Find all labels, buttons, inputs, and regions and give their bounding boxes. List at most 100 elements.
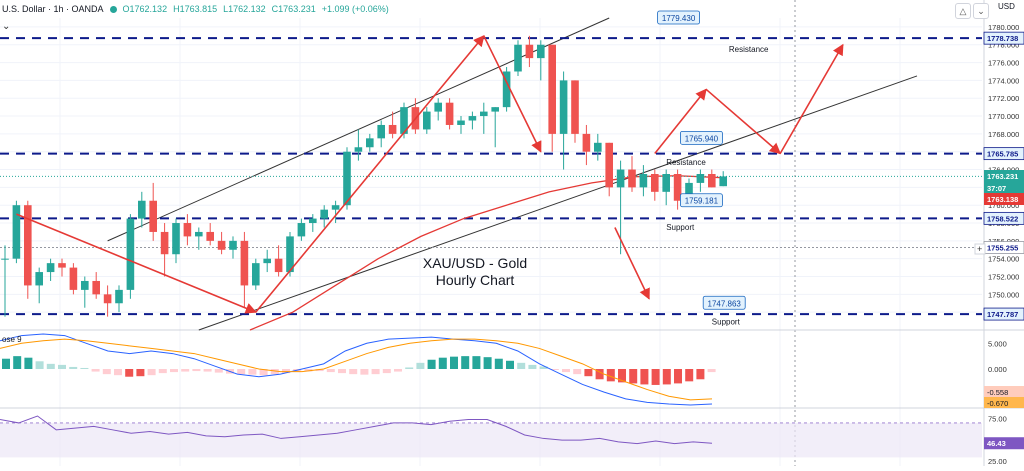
- candle-body: [58, 263, 66, 268]
- candle-body: [388, 124, 397, 134]
- candle-body: [240, 240, 249, 286]
- macd-histogram-bar: [203, 369, 212, 372]
- macd-histogram-bar: [360, 369, 369, 375]
- trend-arrow: [705, 88, 782, 155]
- price-callout-label: 1765.940: [685, 134, 719, 143]
- ohlc-high: H1763.815: [173, 4, 218, 14]
- candle-body: [263, 258, 271, 264]
- candle-body: [548, 44, 556, 134]
- macd-histogram-bar: [629, 369, 638, 384]
- candle-body: [24, 205, 32, 286]
- macd-pane-label: ose 9: [2, 335, 22, 344]
- price-tag-label: 1763.138: [987, 195, 1018, 204]
- candle-body: [445, 102, 454, 125]
- macd-line: [0, 338, 713, 401]
- macd-histogram-bar: [539, 366, 548, 369]
- macd-histogram-bar: [618, 369, 626, 383]
- alert-bell-icon[interactable]: △: [955, 3, 971, 19]
- macd-histogram-bar: [46, 363, 55, 369]
- rsi-line: [0, 415, 713, 445]
- candle-body: [639, 174, 648, 188]
- price-callout-box: [702, 295, 746, 310]
- macd-histogram-bar: [69, 366, 78, 369]
- candle-body: [297, 223, 306, 237]
- macd-histogram-bar: [595, 369, 604, 380]
- candle-body: [651, 174, 659, 192]
- macd-histogram-bar: [136, 369, 145, 377]
- y-tick-label: 1772.000: [988, 94, 1019, 103]
- macd-histogram-bar: [584, 369, 593, 377]
- candle-body: [92, 280, 100, 295]
- y-tick-label: 1776.000: [988, 59, 1019, 68]
- y-tick-label: 75.00: [988, 415, 1007, 424]
- macd-histogram-bar: [304, 369, 313, 372]
- macd-histogram-bar: [483, 357, 492, 369]
- macd-histogram-bar: [707, 369, 716, 373]
- level-price-tag-label: 1758.522: [987, 214, 1018, 223]
- macd-histogram-bar: [35, 361, 44, 369]
- level-price-tag-label: 1778.738: [987, 34, 1018, 43]
- candle-body: [195, 231, 203, 237]
- candle-body: [400, 107, 408, 134]
- level-price-tag: [983, 31, 1024, 45]
- macd-histogram-bar: [696, 369, 705, 380]
- candle-body: [217, 240, 226, 250]
- price-callout-label: 1747.863: [708, 299, 742, 308]
- market-status-icon: [109, 5, 117, 13]
- trend-arrow: [483, 35, 542, 153]
- candle-body: [662, 174, 670, 192]
- trend-arrow: [779, 43, 844, 154]
- candle-body: [149, 200, 157, 232]
- trend-arrow: [255, 34, 485, 313]
- level-price-tag: [983, 147, 1024, 161]
- collapse-icon[interactable]: ⌄: [2, 21, 11, 32]
- level-price-tag-label: 1765.785: [987, 150, 1018, 159]
- price-callout-box: [657, 10, 700, 25]
- y-tick-label: 1774.000: [988, 76, 1019, 85]
- candle-body: [103, 294, 112, 304]
- macd-histogram-bar: [662, 369, 671, 385]
- macd-histogram-bar: [282, 369, 290, 374]
- candle-body: [160, 231, 169, 255]
- candle-body: [331, 205, 340, 210]
- level-price-tag: [983, 307, 1024, 321]
- y-tick-label: 0.000: [988, 365, 1007, 374]
- macd-histogram-bar: [102, 369, 111, 375]
- chart-title: XAU/USD - Gold: [423, 255, 527, 271]
- macd-histogram-bar: [494, 358, 503, 369]
- macd-histogram-bar: [214, 369, 223, 373]
- chevron-down-icon[interactable]: ⌄: [973, 3, 989, 19]
- candle-body: [708, 174, 716, 188]
- macd-histogram-bar: [461, 356, 470, 369]
- macd-histogram-bar: [394, 369, 402, 372]
- macd-histogram-bar: [2, 358, 10, 369]
- macd-histogram-bar: [674, 369, 682, 384]
- candle-body: [468, 116, 477, 121]
- level-price-tag-label: 1747.787: [987, 310, 1018, 319]
- candle-body: [514, 44, 522, 72]
- ohlc-low: L1762.132: [223, 4, 266, 14]
- macd-histogram-bar: [24, 357, 33, 369]
- macd-histogram-bar: [550, 369, 559, 371]
- rsi-value-tag-label: 46.43: [987, 439, 1006, 448]
- macd-histogram-bar: [371, 369, 380, 375]
- candle-body: [309, 218, 317, 224]
- macd-histogram-bar: [405, 367, 414, 369]
- candle-body: [354, 147, 363, 152]
- macd-histogram-bar: [237, 369, 246, 375]
- macd-histogram-bar: [427, 359, 436, 369]
- candle-body: [480, 111, 488, 117]
- macd-histogram-bar: [562, 369, 570, 373]
- macd-histogram-bar: [181, 369, 190, 372]
- macd-histogram-bar: [147, 369, 156, 376]
- macd-histogram-bar: [438, 357, 447, 369]
- y-tick-label: 1778.000: [988, 41, 1019, 50]
- macd-histogram-bar: [685, 369, 694, 382]
- macd-histogram-bar: [651, 369, 660, 385]
- candle-body: [582, 133, 591, 152]
- macd-value-tag-label: -0.558: [987, 388, 1008, 397]
- candle-body: [274, 258, 283, 273]
